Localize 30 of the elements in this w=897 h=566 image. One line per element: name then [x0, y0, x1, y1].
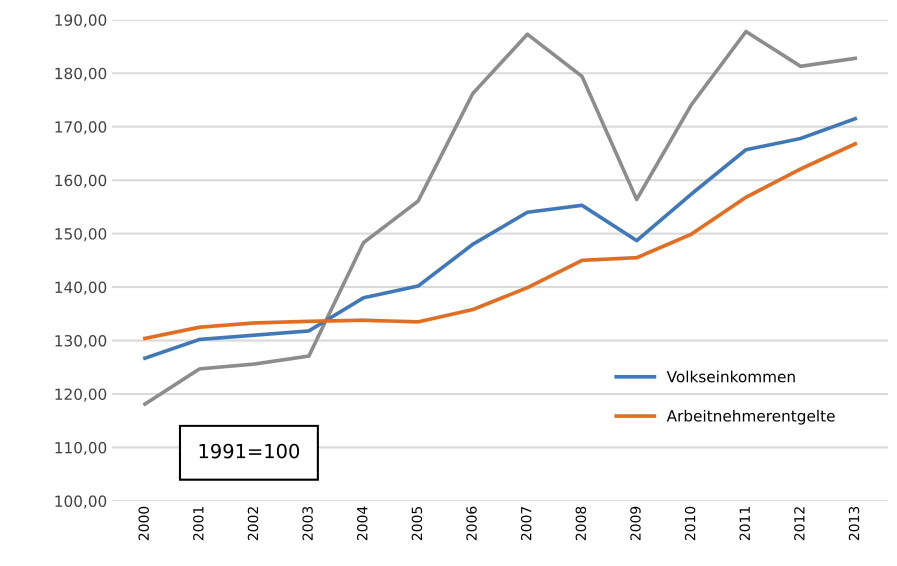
x-tick-label: 2013 — [848, 506, 860, 540]
y-tick-label: 120,00 — [55, 388, 106, 402]
y-tick-label: 160,00 — [55, 174, 106, 188]
x-tick-label: 2008 — [576, 506, 586, 540]
x-tick-label: 2010 — [684, 506, 696, 540]
y-tick-label: 170,00 — [55, 121, 106, 134]
x-tick-label: 2005 — [412, 506, 422, 540]
x-tick-label: 2002 — [248, 507, 258, 540]
legend-label: Arbeitnehmerentgelte — [666, 410, 835, 425]
y-tick-label: 110,00 — [55, 442, 106, 456]
line-series — [143, 116, 858, 360]
x-tick-label: 2007 — [520, 506, 532, 540]
y-tick-label: 130,00 — [55, 335, 106, 348]
x-tick-label: 2011 — [739, 507, 750, 540]
x-tick-label: 2001 — [193, 507, 204, 540]
x-tick-label: 2009 — [630, 506, 641, 540]
y-tick-label: 100,00 — [55, 495, 106, 508]
x-tick-label: 2000 — [138, 506, 149, 540]
x-tick-label: 2012 — [794, 507, 805, 540]
y-tick-label: 180,00 — [55, 68, 106, 81]
y-tick-label: 140,00 — [55, 282, 106, 295]
y-tick-label: 150,00 — [55, 228, 106, 242]
x-tick-label: 2003 — [302, 506, 313, 540]
annotation: 1991=100 — [200, 444, 300, 458]
line-series — [143, 142, 858, 340]
y-tick-label: 190,00 — [55, 14, 106, 28]
line-series — [143, 30, 858, 406]
x-tick-label: 2006 — [466, 506, 477, 540]
x-tick-label: 2004 — [357, 506, 368, 540]
legend-label: Volkseinkommen — [666, 370, 795, 382]
